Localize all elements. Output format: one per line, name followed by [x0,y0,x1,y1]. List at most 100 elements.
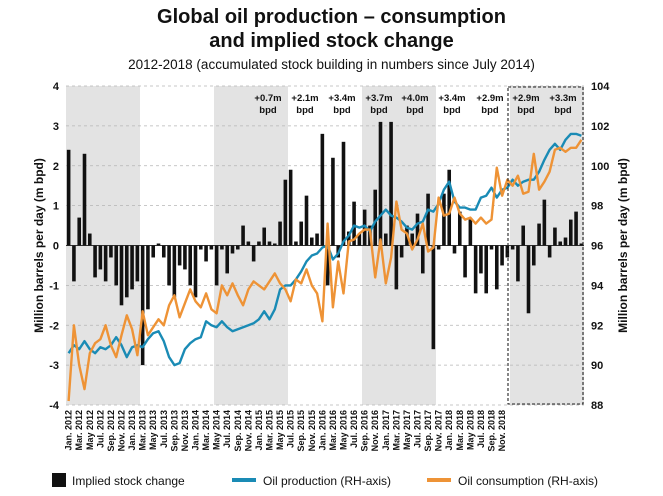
x-axis-tick-label: Jul. 2012 [95,410,105,448]
stock-change-bar [315,233,319,246]
stock-change-bar [257,241,261,246]
right-axis-tick-label: 94 [591,280,604,292]
x-axis-tick-label: Sep. 2013 [169,410,179,452]
axes: -4 -3 -2 -1 0 1 2 3 4 88 90 92 94 96 98 100 102 104 Millio… [32,81,630,452]
stock-change-bar [283,179,288,246]
right-axis-title: Million barrels per day (m bpd) [616,158,630,333]
stock-change-bar [563,237,568,246]
stock-change-bar [161,245,166,258]
highlight-box-2018 [507,86,584,405]
stock-change-bar [220,245,224,250]
x-axis-tick-label: Mar. 2018 [455,410,465,451]
x-axis-tick-label: Nov. 2016 [370,410,380,451]
annotation-value: +0.7m [254,93,281,104]
annotation-unit: bpd [481,105,499,116]
stock-change-bar [188,245,193,286]
x-axis-tick-label: Mar. 2016 [328,410,338,451]
x-axis-tick-label: Jul. 2016 [349,410,359,448]
x-axis-tick-label: Jan. 2015 [254,410,264,451]
x-axis-tick-label: Nov. 2014 [243,410,253,451]
stock-change-bar [109,245,113,258]
stock-change-bar [241,225,245,246]
stock-change-bar [383,233,388,246]
annotation-value: +4.0m [401,93,428,104]
x-axis-tick-label: Nov. 2018 [497,410,507,451]
left-axis-tick-label: 1 [53,201,59,213]
x-axis-tick-label: Sep. 2014 [233,410,243,452]
x-axis-tick-label: Mar. 2017 [391,410,401,451]
stock-change-bar [198,245,203,250]
stock-change-bar [156,243,161,246]
annotation-unit: bpd [333,105,351,116]
stock-change-bar [167,245,171,286]
oil-production-line [67,132,582,367]
annotation-value: +3.4m [438,93,465,104]
series-lines [67,132,583,402]
stock-change-bar [352,201,356,246]
left-axis-tick-label: -1 [49,280,59,292]
x-axis-tick-label: Mar. 2013 [138,410,148,451]
x-axis-tick-label: Jul. 2015 [286,410,296,448]
stock-change-bar [442,193,446,246]
stock-change-bar [452,245,457,254]
stock-change-bar [568,219,573,246]
annotation-unit: bpd [259,105,277,116]
stock-change-bar [574,211,578,246]
stock-change-bar [177,245,182,266]
annotation-value: +3.7m [365,93,392,104]
x-axis-tick-label: May 2014 [212,410,222,450]
x-axis-tick-label: Nov. 2017 [434,410,444,451]
stock-change-bar [394,245,399,290]
stock-change-bar [489,245,494,250]
stock-change-bar [547,245,552,258]
stock-change-bar [119,245,124,306]
stock-change-bar [140,245,145,366]
stock-change-bar [82,153,87,246]
stock-change-bar [362,209,367,246]
annotation-value: +2.1m [291,93,318,104]
stock-change-bar [114,245,119,286]
stock-change-bar [420,245,425,274]
stock-change-bar [331,157,335,246]
stock-change-bar [272,243,277,246]
x-axis-tick-label: Nov. 2015 [307,410,317,451]
stock-change-bar [294,241,298,246]
left-axis-tick-label: -4 [49,400,60,412]
stock-change-bar [426,193,430,246]
stock-change-bar [479,245,483,274]
stock-change-bar [473,245,478,294]
x-axis-tick-label: May 2013 [148,410,158,450]
annotation-unit: bpd [406,105,424,116]
stock-change-bar [325,245,330,286]
annotation-unit: bpd [370,105,388,116]
stock-change-bar [193,245,198,298]
stock-change-bar [262,227,267,246]
stock-change-bar [77,217,82,246]
stock-change-bar [357,233,362,246]
stock-change-bar [246,241,251,246]
legend-label-production: Oil production (RH-axis) [263,474,391,488]
annotation-value: +3.3m [549,93,576,104]
x-axis-tick-label: Sep. 2015 [296,410,306,452]
stock-change-bar [230,245,235,254]
left-axis-tick-label: 4 [53,81,60,93]
stock-change-bar [410,233,415,246]
annotation-unit: bpd [517,105,535,116]
stock-change-bar [151,245,156,258]
stock-change-bar [288,169,293,246]
right-axis-tick-label: 88 [591,400,603,412]
stock-change-bars [66,121,584,366]
legend-label-consumption: Oil consumption (RH-axis) [458,474,598,488]
right-axis-tick-label: 104 [591,81,610,93]
right-axis-tick-label: 102 [591,121,609,133]
right-axis-tick-label: 92 [591,320,603,332]
x-axis-tick-label: Jan. 2018 [444,410,454,451]
stock-change-bar [516,245,520,282]
stock-change-bar [235,245,240,250]
stock-change-bar [431,245,436,350]
annotation-unit: bpd [443,105,461,116]
stock-change-bar [209,245,214,250]
x-axis-tick-label: Jul. 2014 [222,410,232,448]
stock-change-bar [66,149,71,246]
x-axis-tick-label: Jan. 2013 [127,410,137,451]
